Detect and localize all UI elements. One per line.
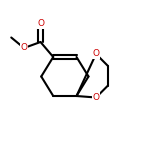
Text: O: O — [93, 50, 99, 58]
Text: O: O — [37, 20, 44, 28]
Text: O: O — [21, 44, 27, 52]
Text: O: O — [93, 93, 99, 102]
